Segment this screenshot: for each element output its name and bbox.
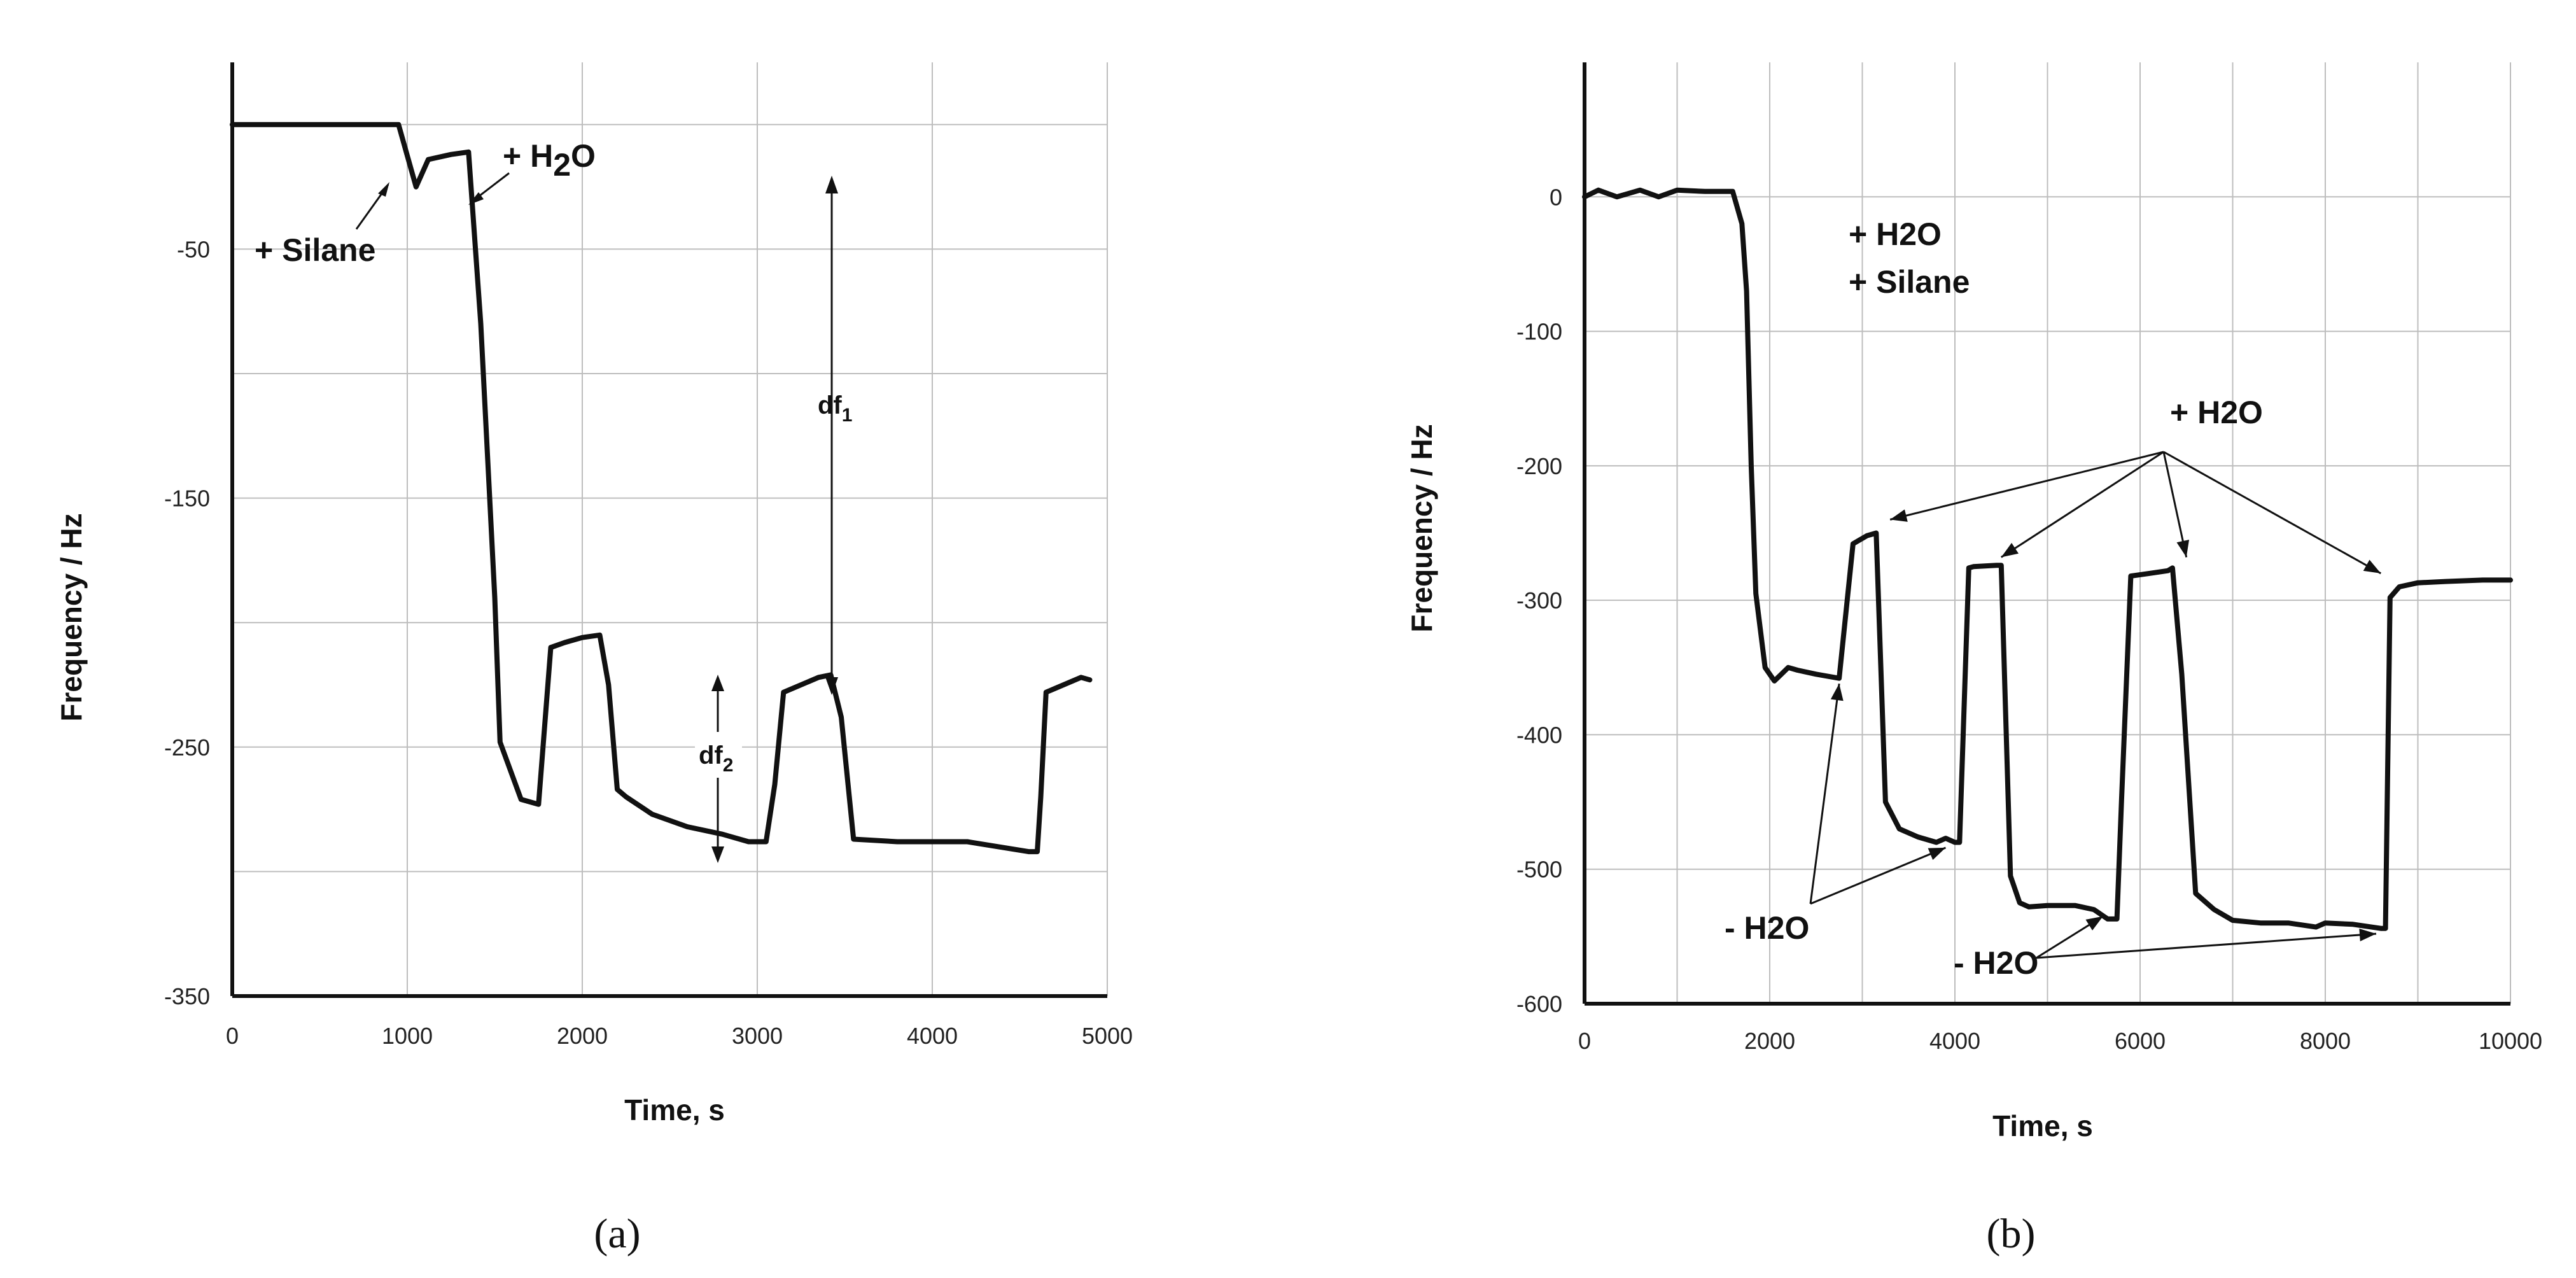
- chart-a-x-tick-labels: 0 1000 2000 3000 4000 5000: [226, 1023, 1133, 1049]
- chart-b-y-tick-label-6: -600: [1516, 991, 1562, 1017]
- chart-a-h2o-suffix: O: [571, 138, 596, 174]
- chart-a-y-tick-labels: -50 -150 -250 -350: [164, 236, 210, 1009]
- chart-b-y-tick-label-0: 0: [1550, 184, 1562, 210]
- chart-b-y-tick-label-4: -400: [1516, 722, 1562, 748]
- chart-a-y-tick-label-2: -250: [164, 734, 210, 761]
- chart-panel-a: -50 -150 -250 -350 0 1000 2000 3000 4000 5000 Fr…: [55, 62, 1133, 1257]
- chart-b-minus-h2o-arrow-0head: [1830, 684, 1844, 701]
- chart-a-x-tick-label-4: 4000: [907, 1023, 958, 1049]
- chart-panel-b: 0 -100 -200 -300 -400 -500 -600 0 2000 4000 6000 8…: [1405, 62, 2542, 1257]
- chart-b-gridlines: [1584, 62, 2511, 1004]
- chart-b-plus-h2o-arrow-2head: [2176, 540, 2190, 558]
- chart-b-plus-h2o-arrow-3head: [2363, 559, 2381, 573]
- chart-a-df2-main: df: [699, 741, 723, 769]
- chart-b-y-tick-label-3: -300: [1516, 587, 1562, 614]
- chart-a-panel-label: (a): [594, 1211, 640, 1257]
- chart-a-df2-label-bg: [695, 732, 742, 778]
- chart-a-x-tick-label-1: 1000: [382, 1023, 433, 1049]
- chart-b-x-tick-label-0: 0: [1578, 1028, 1591, 1054]
- chart-a-x-tick-label-5: 5000: [1082, 1023, 1133, 1049]
- chart-b-minus-h2o-arrow-3: [2036, 932, 2377, 959]
- chart-b-minus-h2o-arrow-2head: [2085, 916, 2103, 930]
- chart-b-y-tick-label-2: -200: [1516, 453, 1562, 479]
- chart-a-series-line: [230, 122, 1093, 855]
- chart-a-df1-arrowhead-bottom: [825, 677, 838, 695]
- chart-b-y-tick-label-1: -100: [1516, 319, 1562, 345]
- chart-b-x-tick-labels: 0 2000 4000 6000 8000 10000: [1578, 1028, 2542, 1054]
- chart-b-annotation-h2o-silane-line2: + Silane: [1849, 264, 1970, 300]
- chart-b-plus-h2o-arrow-2: [2162, 451, 2188, 558]
- chart-a-y-axis-title: Frequency / Hz: [55, 513, 88, 721]
- chart-a-y-tick-label-0: -50: [177, 236, 210, 262]
- chart-a-x-axis-title: Time, s: [624, 1093, 725, 1127]
- chart-b-panel-label: (b): [1987, 1211, 2036, 1257]
- chart-a-df1-arrowhead-top: [825, 176, 838, 193]
- chart-b-axes: [1583, 62, 2510, 1006]
- chart-b-minus-h2o-arrow-3head: [2359, 928, 2377, 941]
- chart-b-y-tick-label-5: -500: [1516, 857, 1562, 883]
- chart-b-x-tick-label-5: 10000: [2479, 1028, 2542, 1054]
- chart-b-plus-h2o-arrow-1head: [2001, 542, 2019, 558]
- chart-a-annotation-silane: + Silane: [255, 232, 375, 268]
- chart-a-h2o-subscript: 2: [553, 147, 571, 183]
- chart-b-y-axis-title: Frequency / Hz: [1405, 424, 1438, 632]
- chart-a-h2o-arrowhead: [468, 192, 484, 205]
- chart-a-df2-sub: 2: [723, 755, 734, 776]
- chart-b-annotation-minus-h2o-1: - H2O: [1725, 910, 1809, 946]
- chart-b-plus-h2o-arrows: [1889, 451, 2382, 575]
- chart-a-axes: [230, 62, 1107, 998]
- chart-b-plus-h2o-arrow-0: [1889, 451, 2164, 521]
- chart-b-annotation-h2o-silane-line1: + H2O: [1849, 216, 1942, 252]
- chart-b-plus-h2o-arrow-0head: [1890, 509, 1908, 522]
- chart-b-annotation-plus-h2o: + H2O: [2170, 395, 2263, 430]
- chart-b-x-tick-label-2: 4000: [1929, 1028, 1980, 1054]
- chart-a-gridlines: [232, 62, 1108, 997]
- chart-a-df2-arrowhead-top: [711, 675, 724, 691]
- chart-a-x-tick-label-2: 2000: [557, 1023, 608, 1049]
- chart-b-minus-h2o-arrow-0: [1809, 683, 1840, 904]
- chart-a-h2o-prefix: + H: [503, 138, 553, 174]
- chart-a-silane-arrowhead: [378, 182, 389, 197]
- chart-a-df1-sub: 1: [842, 405, 853, 426]
- chart-a-y-tick-label-3: -350: [164, 983, 210, 1009]
- chart-b-x-tick-label-4: 8000: [2300, 1028, 2351, 1054]
- chart-a-annotation-h2o: + H2O: [503, 138, 596, 183]
- chart-a-y-tick-label-1: -150: [164, 486, 210, 512]
- chart-b-minus-h2o-arrow-1: [1810, 846, 1947, 905]
- chart-a-x-tick-label-3: 3000: [732, 1023, 783, 1049]
- chart-b-plus-h2o-arrow-1: [2000, 451, 2164, 558]
- chart-a-df1-main: df: [818, 391, 842, 419]
- chart-b-minus-h2o-arrows: [1809, 683, 2377, 959]
- chart-a-annotation-df2: df2: [699, 741, 733, 776]
- chart-b-plus-h2o-arrow-3: [2163, 451, 2382, 575]
- chart-a-x-tick-label-0: 0: [226, 1023, 239, 1049]
- chart-b-y-tick-labels: 0 -100 -200 -300 -400 -500 -600: [1516, 184, 1562, 1017]
- chart-b-minus-h2o-arrow-1head: [1928, 847, 1946, 860]
- chart-a-annotation-df1: df1: [818, 391, 852, 426]
- chart-a-df2-arrowhead-bottom: [711, 846, 724, 863]
- chart-b-x-tick-label-3: 6000: [2115, 1028, 2166, 1054]
- chart-b-annotation-minus-h2o-2: - H2O: [1954, 945, 2038, 981]
- chart-b-x-axis-title: Time, s: [1992, 1109, 2093, 1142]
- chart-b-series-line: [1582, 187, 2513, 931]
- chart-b-x-tick-label-1: 2000: [1744, 1028, 1795, 1054]
